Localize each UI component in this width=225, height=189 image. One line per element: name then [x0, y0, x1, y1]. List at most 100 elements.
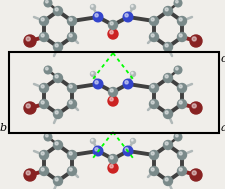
- Circle shape: [150, 168, 153, 171]
- Circle shape: [131, 72, 133, 74]
- Circle shape: [163, 6, 172, 15]
- Circle shape: [91, 139, 93, 141]
- Circle shape: [69, 85, 72, 88]
- Circle shape: [109, 30, 113, 34]
- Circle shape: [150, 85, 153, 88]
- Circle shape: [55, 44, 58, 47]
- Circle shape: [124, 81, 128, 84]
- Circle shape: [164, 178, 167, 181]
- Circle shape: [173, 66, 181, 74]
- Circle shape: [41, 18, 44, 21]
- Circle shape: [191, 104, 196, 108]
- Circle shape: [173, 133, 181, 141]
- Circle shape: [189, 35, 201, 47]
- Circle shape: [53, 43, 62, 51]
- Circle shape: [39, 84, 48, 92]
- Circle shape: [24, 35, 36, 47]
- Circle shape: [150, 152, 153, 155]
- Circle shape: [177, 84, 186, 92]
- Circle shape: [189, 102, 201, 114]
- Circle shape: [53, 109, 62, 119]
- Circle shape: [149, 16, 158, 26]
- Circle shape: [123, 79, 132, 89]
- Circle shape: [91, 5, 93, 7]
- Circle shape: [41, 168, 44, 171]
- Circle shape: [178, 34, 181, 37]
- Circle shape: [45, 67, 48, 70]
- Circle shape: [44, 133, 52, 141]
- Circle shape: [69, 101, 72, 104]
- Circle shape: [164, 111, 167, 114]
- Circle shape: [178, 152, 181, 155]
- Circle shape: [178, 101, 181, 104]
- Circle shape: [150, 101, 153, 104]
- Circle shape: [90, 139, 95, 143]
- Circle shape: [130, 71, 135, 77]
- Circle shape: [150, 18, 153, 21]
- Text: a: a: [220, 123, 225, 133]
- Circle shape: [24, 169, 36, 181]
- Circle shape: [108, 20, 117, 29]
- Circle shape: [191, 37, 196, 41]
- Circle shape: [24, 102, 36, 114]
- Circle shape: [189, 169, 201, 181]
- Circle shape: [108, 163, 117, 173]
- Circle shape: [93, 79, 102, 89]
- Circle shape: [178, 85, 181, 88]
- Circle shape: [67, 99, 76, 108]
- Circle shape: [69, 18, 72, 21]
- Circle shape: [39, 16, 48, 26]
- Circle shape: [67, 33, 76, 42]
- Circle shape: [26, 104, 30, 108]
- Circle shape: [163, 109, 172, 119]
- Circle shape: [109, 164, 113, 168]
- Circle shape: [108, 88, 117, 97]
- Circle shape: [55, 178, 58, 181]
- Circle shape: [173, 0, 181, 7]
- Circle shape: [177, 16, 186, 26]
- Circle shape: [67, 167, 76, 176]
- Circle shape: [175, 134, 177, 137]
- Circle shape: [150, 34, 153, 37]
- Circle shape: [53, 140, 62, 149]
- Circle shape: [39, 150, 48, 160]
- Circle shape: [94, 14, 98, 17]
- Circle shape: [55, 75, 58, 78]
- Circle shape: [110, 22, 113, 25]
- Circle shape: [191, 171, 196, 175]
- Circle shape: [93, 12, 102, 22]
- Circle shape: [149, 84, 158, 92]
- Circle shape: [163, 74, 172, 83]
- Circle shape: [67, 16, 76, 26]
- Circle shape: [39, 99, 48, 108]
- Circle shape: [110, 156, 113, 159]
- Circle shape: [39, 167, 48, 176]
- Circle shape: [45, 0, 48, 3]
- Circle shape: [163, 140, 172, 149]
- Circle shape: [164, 8, 167, 11]
- Text: b: b: [0, 123, 7, 133]
- Circle shape: [41, 85, 44, 88]
- Text: c: c: [220, 54, 225, 64]
- Circle shape: [149, 150, 158, 160]
- Circle shape: [93, 146, 102, 156]
- Circle shape: [67, 150, 76, 160]
- Circle shape: [91, 72, 93, 74]
- Circle shape: [124, 14, 128, 17]
- Circle shape: [108, 96, 117, 106]
- Circle shape: [178, 168, 181, 171]
- Circle shape: [94, 148, 98, 151]
- Circle shape: [41, 101, 44, 104]
- Circle shape: [69, 152, 72, 155]
- Circle shape: [44, 0, 52, 7]
- Circle shape: [124, 148, 128, 151]
- Circle shape: [149, 99, 158, 108]
- Circle shape: [163, 177, 172, 185]
- Circle shape: [177, 33, 186, 42]
- Circle shape: [108, 154, 117, 163]
- Circle shape: [53, 6, 62, 15]
- Circle shape: [94, 81, 98, 84]
- Circle shape: [44, 66, 52, 74]
- Circle shape: [130, 5, 135, 9]
- Circle shape: [178, 18, 181, 21]
